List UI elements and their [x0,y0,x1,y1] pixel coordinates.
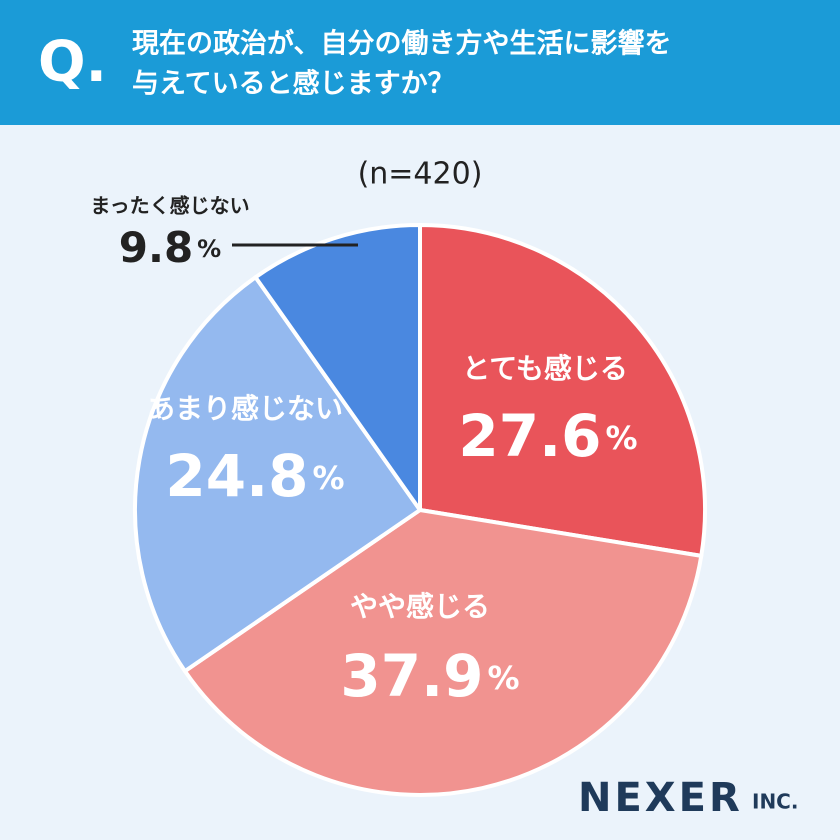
pie-slice [253,223,422,512]
pie [133,223,707,797]
sample-size: (n=420) [358,157,483,192]
q-mark: Q. [38,30,107,95]
brand-name: NEXER [578,775,743,821]
slice-label: まったく感じない [90,194,249,218]
value-label: 37.9% [340,642,519,710]
pie-slice [182,508,704,797]
pie-slice [133,275,422,674]
slice-label: とても感じる [462,352,628,385]
header-band [0,0,840,125]
value-label: 27.6% [458,402,637,470]
slice-label: あまり感じない [147,392,343,425]
brand-suffix: INC. [752,790,798,814]
title-line: 与えていると感じますか？ [132,68,455,100]
pie-slice [418,223,707,558]
slice-label: やや感じる [350,590,490,623]
title-line: 現在の政治が、自分の働き方や生活に影響を [132,28,671,60]
value-label: 9.8% [119,223,221,272]
value-label: 24.8% [165,442,344,510]
